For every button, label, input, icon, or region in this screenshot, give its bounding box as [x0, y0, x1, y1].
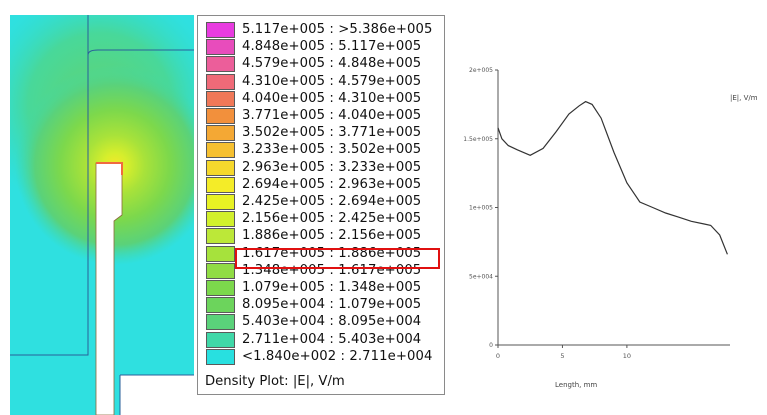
legend-item: 2.156e+005 : 2.425e+005 [206, 210, 442, 228]
legend-label: 4.040e+005 : 4.310e+005 [242, 90, 422, 106]
legend-swatch [206, 39, 235, 56]
legend-swatch [206, 297, 235, 314]
x-tick-label: 10 [623, 352, 631, 360]
legend-label: 4.579e+005 : 4.848e+005 [242, 56, 422, 72]
legend-item: 2.425e+005 : 2.694e+005 [206, 193, 442, 210]
legend-swatch [206, 108, 235, 124]
y-tick-label: 2e+005 [469, 67, 493, 74]
legend-item: 4.040e+005 : 4.310e+005 [206, 90, 442, 107]
legend-label: 4.310e+005 : 4.579e+005 [242, 73, 422, 89]
legend-swatch [206, 176, 235, 193]
legend-swatch [206, 280, 235, 296]
legend-label: <1.840e+002 : 2.711e+004 [242, 348, 433, 364]
legend-caption: Density Plot: |E|, V/m [205, 374, 345, 389]
legend-swatch [206, 245, 235, 262]
legend-swatch [206, 56, 235, 73]
legend-item: 1.617e+005 : 1.886e+005 [206, 245, 442, 262]
y-tick-label: 1.5e+005 [463, 136, 493, 143]
legend-item: 1.886e+005 : 2.156e+005 [206, 227, 442, 245]
legend-swatch [206, 331, 235, 348]
legend-swatch [206, 262, 235, 279]
legend-label: 1.079e+005 : 1.348e+005 [242, 280, 422, 295]
legend-swatch [206, 159, 235, 176]
legend-item: 2.963e+005 : 3.233e+005 [206, 159, 442, 176]
legend-label: 3.771e+005 : 4.040e+005 [242, 108, 422, 123]
line-plot: 0 5e+004 1e+005 1.5e+005 2e+005 0 5 10 |E|, V/… [460, 60, 760, 400]
x-tick-label: 0 [496, 352, 500, 360]
legend-item: 3.771e+005 : 4.040e+005 [206, 107, 442, 124]
x-tick-label: 5 [560, 352, 564, 360]
y-tick-label: 0 [489, 342, 493, 349]
legend-label: 2.694e+005 : 2.963e+005 [242, 176, 422, 192]
legend-item: 1.079e+005 : 1.348e+005 [206, 279, 442, 296]
legend-item: 4.310e+005 : 4.579e+005 [206, 73, 442, 90]
legend-swatch [206, 125, 235, 142]
legend-label: 1.617e+005 : 1.886e+005 [242, 245, 422, 261]
y-axis-label: |E|, V/m [730, 94, 758, 102]
legend-item: 2.694e+005 : 2.963e+005 [206, 176, 442, 193]
legend-swatch [206, 211, 235, 228]
y-tick-label: 1e+005 [469, 205, 493, 212]
series-line [497, 100, 728, 255]
legend-item: 5.117e+005 : >5.386e+005 [206, 21, 442, 38]
legend-item: 1.348e+005 : 1.617e+005 [206, 262, 442, 279]
legend-item: 4.579e+005 : 4.848e+005 [206, 55, 442, 73]
legend-label: 1.348e+005 : 1.617e+005 [242, 262, 422, 278]
legend-label: 3.233e+005 : 3.502e+005 [242, 142, 422, 158]
legend-label: 2.963e+005 : 3.233e+005 [242, 159, 422, 175]
legend-swatch [206, 228, 235, 245]
density-legend: 5.117e+005 : >5.386e+005 4.848e+005 : 5.1… [197, 15, 445, 395]
legend-swatch [206, 314, 235, 331]
legend-label: 5.403e+004 : 8.095e+004 [242, 314, 422, 330]
legend-label: 3.502e+005 : 3.771e+005 [242, 125, 422, 141]
legend-label: 4.848e+005 : 5.117e+005 [242, 39, 422, 55]
legend-swatch [206, 22, 235, 38]
legend-item: <1.840e+002 : 2.711e+004 [206, 348, 442, 365]
legend-item: 3.233e+005 : 3.502e+005 [206, 141, 442, 159]
y-tick-label: 5e+004 [469, 273, 493, 280]
x-axis-label: Length, mm [555, 381, 597, 389]
legend-label: 2.711e+004 : 5.403e+004 [242, 331, 422, 347]
legend-label: 5.117e+005 : >5.386e+005 [242, 22, 433, 37]
legend-label: 2.156e+005 : 2.425e+005 [242, 211, 422, 227]
legend-item: 2.711e+004 : 5.403e+004 [206, 331, 442, 348]
legend-item: 3.502e+005 : 3.771e+005 [206, 124, 442, 142]
legend-item: 8.095e+004 : 1.079e+005 [206, 296, 442, 314]
legend-swatch [206, 194, 235, 210]
legend-item: 4.848e+005 : 5.117e+005 [206, 38, 442, 56]
legend-label: 8.095e+004 : 1.079e+005 [242, 297, 422, 313]
field-density-view [10, 15, 194, 415]
legend-label: 1.886e+005 : 2.156e+005 [242, 228, 422, 244]
legend-swatch [206, 90, 235, 107]
legend-swatch [206, 142, 235, 159]
legend-swatch [206, 73, 235, 90]
legend-label: 2.425e+005 : 2.694e+005 [242, 194, 422, 209]
legend-swatch [206, 348, 235, 365]
legend-item: 5.403e+004 : 8.095e+004 [206, 313, 442, 331]
